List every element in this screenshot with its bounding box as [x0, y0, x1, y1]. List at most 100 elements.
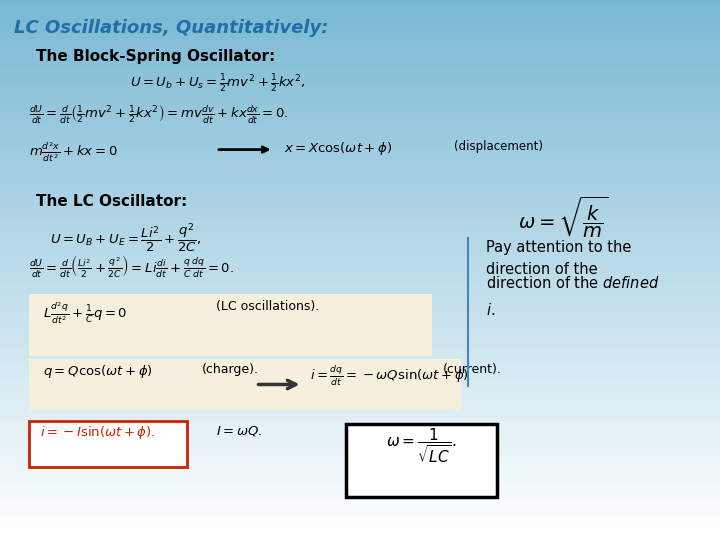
Bar [0, 281, 720, 286]
Bar [0, 254, 720, 259]
Bar [0, 184, 720, 189]
Bar [0, 173, 720, 178]
Bar [0, 194, 720, 200]
Text: $i.$: $i.$ [486, 302, 495, 319]
Bar [0, 97, 720, 103]
Bar [0, 103, 720, 108]
Bar [0, 421, 720, 427]
Bar [0, 302, 720, 308]
Bar [0, 189, 720, 194]
Text: $i = \frac{dq}{dt} = -\omega Q\sin(\omega t + \phi)$: $i = \frac{dq}{dt} = -\omega Q\sin(\omeg… [310, 363, 469, 388]
Bar [0, 443, 720, 448]
Bar [29, 359, 461, 410]
Bar [0, 308, 720, 313]
Bar [0, 167, 720, 173]
Bar [0, 140, 720, 146]
Text: (current).: (current). [443, 363, 502, 376]
Bar [0, 324, 720, 329]
Bar [0, 32, 720, 38]
Bar [0, 394, 720, 400]
Bar [0, 232, 720, 238]
Bar [0, 5, 720, 11]
Text: (displacement): (displacement) [454, 140, 543, 153]
Bar [0, 227, 720, 232]
Bar [0, 351, 720, 356]
Text: $\omega = \sqrt{\dfrac{k}{m}}$: $\omega = \sqrt{\dfrac{k}{m}}$ [518, 194, 608, 240]
Bar [0, 454, 720, 459]
Bar [0, 292, 720, 297]
Bar [0, 265, 720, 270]
Bar [0, 54, 720, 59]
Bar [0, 59, 720, 65]
Bar [0, 427, 720, 432]
Bar [0, 405, 720, 410]
Bar [0, 481, 720, 486]
Bar [0, 205, 720, 211]
Text: $\frac{dU}{dt} = \frac{d}{dt}\left(\frac{1}{2}mv^2 + \frac{1}{2}kx^2\right) = mv: $\frac{dU}{dt} = \frac{d}{dt}\left(\frac… [29, 104, 288, 126]
Bar [0, 464, 720, 470]
Bar [29, 421, 187, 467]
Bar [0, 178, 720, 184]
Text: $U = U_b + U_s = \frac{1}{2}mv^2 + \frac{1}{2}kx^2,$: $U = U_b + U_s = \frac{1}{2}mv^2 + \frac… [130, 73, 305, 95]
Bar [0, 513, 720, 518]
Text: The LC Oscillator:: The LC Oscillator: [36, 194, 187, 210]
Text: $i = -I\sin(\omega t + \phi).$: $i = -I\sin(\omega t + \phi).$ [40, 424, 155, 441]
Text: $U = U_B + U_E = \dfrac{Li^2}{2} + \dfrac{q^2}{2C},$: $U = U_B + U_E = \dfrac{Li^2}{2} + \dfra… [50, 221, 202, 254]
Bar [0, 508, 720, 513]
Bar [0, 297, 720, 302]
Bar [0, 535, 720, 540]
Bar [0, 124, 720, 130]
Bar [0, 27, 720, 32]
Bar [0, 76, 720, 81]
Bar [0, 400, 720, 405]
Bar [0, 270, 720, 275]
Bar [0, 151, 720, 157]
Bar [0, 92, 720, 97]
Bar [0, 356, 720, 362]
Text: $I = \omega Q.$: $I = \omega Q.$ [216, 424, 263, 438]
Bar [346, 424, 497, 497]
Bar [0, 275, 720, 281]
Bar [0, 157, 720, 162]
Bar [0, 238, 720, 243]
Text: $x = X\cos(\omega t + \phi)$: $x = X\cos(\omega t + \phi)$ [284, 140, 392, 157]
Bar [0, 162, 720, 167]
Bar [0, 491, 720, 497]
Bar [0, 448, 720, 454]
Bar [0, 529, 720, 535]
Bar [0, 367, 720, 373]
Text: $m\frac{d^2x}{dt^2} + kx = 0$: $m\frac{d^2x}{dt^2} + kx = 0$ [29, 140, 117, 164]
Bar [0, 486, 720, 491]
Bar [0, 389, 720, 394]
Bar [0, 524, 720, 529]
Bar [0, 49, 720, 54]
Bar [0, 286, 720, 292]
Bar [0, 65, 720, 70]
Bar [0, 470, 720, 475]
Bar [0, 497, 720, 502]
Bar [0, 11, 720, 16]
Bar [0, 319, 720, 324]
Text: Pay attention to the
direction of the: Pay attention to the direction of the [486, 240, 631, 278]
Text: $q = Q\cos(\omega t + \phi)$: $q = Q\cos(\omega t + \phi)$ [43, 363, 153, 380]
Bar [0, 340, 720, 346]
Bar [0, 135, 720, 140]
Bar [0, 416, 720, 421]
Bar [0, 130, 720, 135]
Text: LC Oscillations, Quantitatively:: LC Oscillations, Quantitatively: [14, 19, 329, 37]
Bar [0, 383, 720, 389]
Bar [0, 211, 720, 216]
Bar [0, 70, 720, 76]
Bar [0, 378, 720, 383]
Bar [0, 81, 720, 86]
Bar [0, 113, 720, 119]
Bar [0, 200, 720, 205]
Bar [0, 22, 720, 27]
Bar [0, 243, 720, 248]
Bar [0, 221, 720, 227]
Text: direction of the $\it{defined}$: direction of the $\it{defined}$ [486, 275, 660, 292]
Bar [0, 410, 720, 416]
Bar [0, 16, 720, 22]
Bar [0, 43, 720, 49]
Bar [0, 38, 720, 43]
